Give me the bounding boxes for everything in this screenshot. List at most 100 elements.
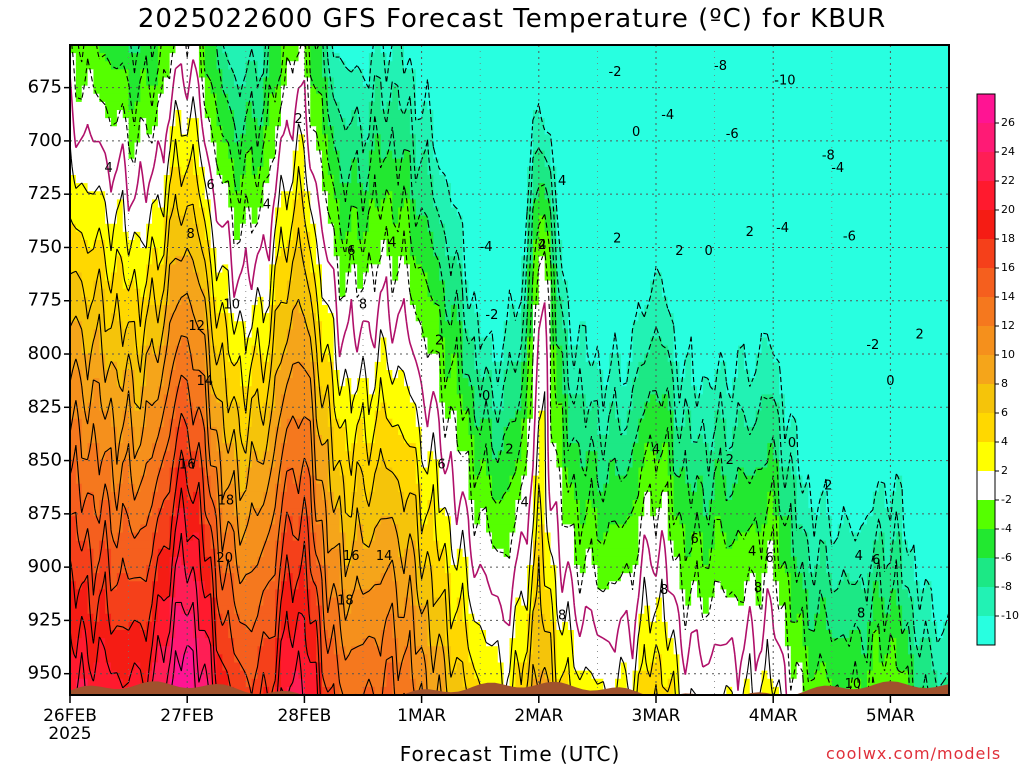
isotherm-label: -4 — [661, 108, 674, 123]
colorbar-swatch — [977, 529, 995, 559]
isotherm-label: 0 — [482, 389, 490, 404]
surface-band — [70, 681, 949, 695]
colorbar-tick-label: 14 — [1001, 290, 1015, 303]
x-tick-label: 26FEB — [43, 706, 97, 726]
isotherm-14 — [70, 374, 406, 695]
isotherm-label: 2 — [824, 479, 832, 494]
colorbar-swatch — [977, 94, 995, 124]
colorbar-swatch — [977, 326, 995, 356]
isotherm-label: -2 — [485, 308, 498, 323]
colorbar-swatch — [977, 152, 995, 182]
x-tick-label: 28FEB — [277, 706, 331, 726]
colorbar-tick-label: 12 — [1001, 319, 1015, 332]
isotherm-label: -6 — [726, 127, 739, 142]
isotherm-label: 14 — [197, 374, 214, 389]
isotherm-label: -6 — [843, 229, 856, 244]
isotherm-label: 18 — [337, 594, 354, 609]
colorbar-swatch — [977, 558, 995, 588]
isotherm-label: 20 — [216, 551, 233, 566]
isotherm-18 — [70, 449, 321, 695]
isotherm-label: -8 — [714, 59, 727, 74]
y-tick-label: 800 — [28, 343, 62, 364]
colorbar-swatch — [977, 442, 995, 472]
isotherm-label: 4 — [855, 549, 863, 564]
isotherm-0 — [70, 59, 788, 695]
isotherm-label: -8 — [822, 148, 835, 163]
isotherm-label: 16 — [179, 457, 196, 472]
isotherm-24 — [156, 601, 210, 695]
colorbar-swatch — [977, 210, 995, 240]
isotherm-label: 10 — [223, 298, 240, 313]
isotherm-label: 4 — [558, 174, 566, 189]
isotherm--2 — [71, 45, 893, 695]
isotherm-label: 2 — [538, 238, 546, 253]
x-tick-label: 27FEB — [160, 706, 214, 726]
colorbar-tick-label: 24 — [1001, 145, 1015, 158]
chart-title: 2025022600 GFS Forecast Temperature (ºC)… — [137, 4, 887, 34]
x-tick-label: 2MAR — [514, 706, 563, 726]
isotherm-label: 0 — [788, 436, 796, 451]
isotherm-6 — [70, 193, 658, 695]
x-tick-label: 5MAR — [866, 706, 915, 726]
isotherm-8 — [70, 247, 551, 695]
colorbar-tick-label: 18 — [1001, 232, 1015, 245]
isotherm-label: 0 — [705, 244, 713, 259]
y-tick-label: 950 — [28, 663, 62, 684]
colorbar-tick-label: 6 — [1001, 406, 1008, 419]
isotherm--8 — [222, 45, 949, 690]
isotherm-label: 2 — [613, 231, 621, 246]
x-tick-label: 1MAR — [397, 706, 446, 726]
isotherm-label: 6 — [766, 551, 774, 566]
isotherm-label: -2 — [866, 338, 879, 353]
colorbar-tick-label: 26 — [1001, 116, 1015, 129]
y-tick-label: 775 — [28, 290, 62, 311]
isotherm-4 — [70, 138, 676, 695]
isotherm-label: 4 — [652, 442, 660, 457]
colorbar-tick-label: -6 — [1001, 551, 1012, 564]
y-tick-label: 700 — [28, 130, 62, 151]
colorbar-swatch — [977, 413, 995, 443]
colorbar-swatch — [977, 384, 995, 414]
y-tick-label: 725 — [28, 183, 62, 204]
source-credit: coolwx.com/models — [826, 744, 1002, 763]
isotherm-label: -4 — [831, 161, 844, 176]
y-tick-label: 875 — [28, 503, 62, 524]
colorbar-swatch — [977, 500, 995, 530]
colorbar-tick-label: 2 — [1001, 464, 1008, 477]
terrain-surface — [70, 681, 949, 695]
colorbar-swatch — [977, 123, 995, 153]
isotherm-label: 2 — [675, 244, 683, 259]
colorbar-swatch — [977, 268, 995, 298]
isotherm-12 — [70, 335, 424, 695]
y-tick-label: 750 — [28, 236, 62, 257]
isotherm-label: 4 — [263, 197, 271, 212]
isotherm-label: 2 — [505, 442, 513, 457]
isotherm-label: 2 — [435, 334, 443, 349]
isotherm-label: 4 — [521, 496, 529, 511]
isotherm-label: 2 — [746, 225, 754, 240]
isotherm-label: 14 — [376, 549, 393, 564]
colorbar-tick-label: -8 — [1001, 580, 1012, 593]
colorbar-swatch — [977, 297, 995, 327]
colorbar-swatch — [977, 181, 995, 211]
isotherm-2 — [70, 96, 782, 695]
colorbar-tick-label: -2 — [1001, 493, 1012, 506]
colorbar-tick-label: -4 — [1001, 522, 1012, 535]
colorbar-tick-label: 16 — [1001, 261, 1015, 274]
colorbar-tick-label: 10 — [1001, 348, 1015, 361]
x-tick-sublabel: 2025 — [48, 724, 91, 744]
isotherm-label: 0 — [886, 374, 894, 389]
isotherm-label: 6 — [437, 457, 445, 472]
isotherm-lines — [70, 45, 949, 695]
isotherm-label: 12 — [188, 319, 205, 334]
isotherm-label: 8 — [558, 609, 566, 624]
colorbar-legend: 26 24 22 20 18 16 14 12 10 8 6 4 2 -2 -4 -6 -8 -10 — [976, 93, 1019, 646]
colorbar-frame — [976, 93, 996, 646]
isotherm-label: 2 — [916, 327, 924, 342]
x-tick-label: 4MAR — [749, 706, 798, 726]
isotherm-label: 8 — [187, 227, 195, 242]
isotherm-label: 6 — [872, 553, 880, 568]
